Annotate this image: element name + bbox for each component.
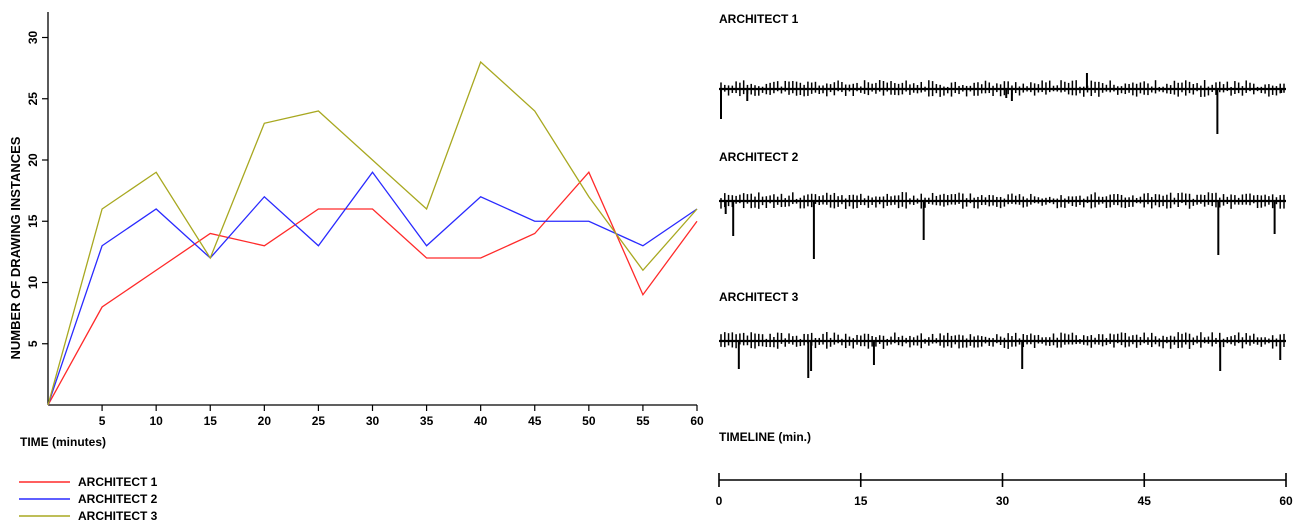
x-tick-label: 50 (582, 414, 596, 428)
timeline-tick-label: 0 (716, 494, 723, 508)
y-tick-label: 5 (26, 340, 40, 347)
timeline-tick-label: 30 (996, 494, 1010, 508)
timeline-track-title: ARCHITECT 2 (719, 150, 799, 164)
x-axis-title: TIME (minutes) (20, 435, 106, 449)
timeline-tick-label: 15 (854, 494, 868, 508)
y-tick-label: 10 (26, 276, 40, 290)
x-tick-label: 35 (420, 414, 434, 428)
timeline-track-title: ARCHITECT 3 (719, 290, 799, 304)
timeline-track-architect-3: ARCHITECT 3 (719, 290, 1286, 378)
y-tick-label: 15 (26, 214, 40, 228)
legend-label: ARCHITECT 1 (78, 475, 158, 489)
y-tick-label: 20 (26, 153, 40, 167)
timeline-track-title: ARCHITECT 1 (719, 12, 799, 26)
timeline-tick-label: 45 (1138, 494, 1152, 508)
series-line-architect-3 (47, 60, 698, 406)
legend-label: ARCHITECT 3 (78, 509, 158, 523)
x-tick-label: 40 (474, 414, 488, 428)
timeline-axis: 0 15 30 45 60 (716, 473, 1293, 508)
x-axis: 5 10 15 20 25 30 35 40 45 50 55 60 (48, 404, 704, 428)
series-line-architect-2 (47, 171, 698, 406)
y-tick-label: 30 (26, 31, 40, 45)
series-line-architect-1 (47, 171, 698, 406)
y-axis-title: NUMBER OF DRAWING INSTANCES (8, 136, 23, 359)
series-lines (47, 60, 698, 406)
legend-label: ARCHITECT 2 (78, 492, 158, 506)
timeline-title: TIMELINE (min.) (719, 430, 811, 444)
timeline-tick-label: 60 (1279, 494, 1293, 508)
timeline-tracks: ARCHITECT 1 ARCHITECT 2 ARCHITECT 3 (719, 12, 1286, 378)
x-tick-label: 60 (690, 414, 704, 428)
x-tick-label: 5 (99, 414, 106, 428)
timeline-track-architect-1: ARCHITECT 1 (719, 12, 1286, 134)
y-tick-label: 25 (26, 92, 40, 106)
timeline-chart: ARCHITECT 1 ARCHITECT 2 ARCHITECT 3 TIMELI… (716, 12, 1293, 508)
x-tick-label: 30 (366, 414, 380, 428)
x-tick-label: 15 (204, 414, 218, 428)
x-tick-label: 45 (528, 414, 542, 428)
x-tick-label: 20 (258, 414, 272, 428)
x-tick-label: 10 (149, 414, 163, 428)
y-axis: 5 10 15 20 25 30 (26, 12, 49, 405)
x-tick-label: 55 (636, 414, 650, 428)
legend: ARCHITECT 1 ARCHITECT 2 ARCHITECT 3 (19, 475, 158, 523)
line-chart: 5 10 15 20 25 30 5 10 15 20 25 30 35 40 45 50 55 60 NUMB… (8, 12, 704, 523)
x-tick-label: 25 (312, 414, 326, 428)
timeline-track-architect-2: ARCHITECT 2 (719, 150, 1286, 259)
